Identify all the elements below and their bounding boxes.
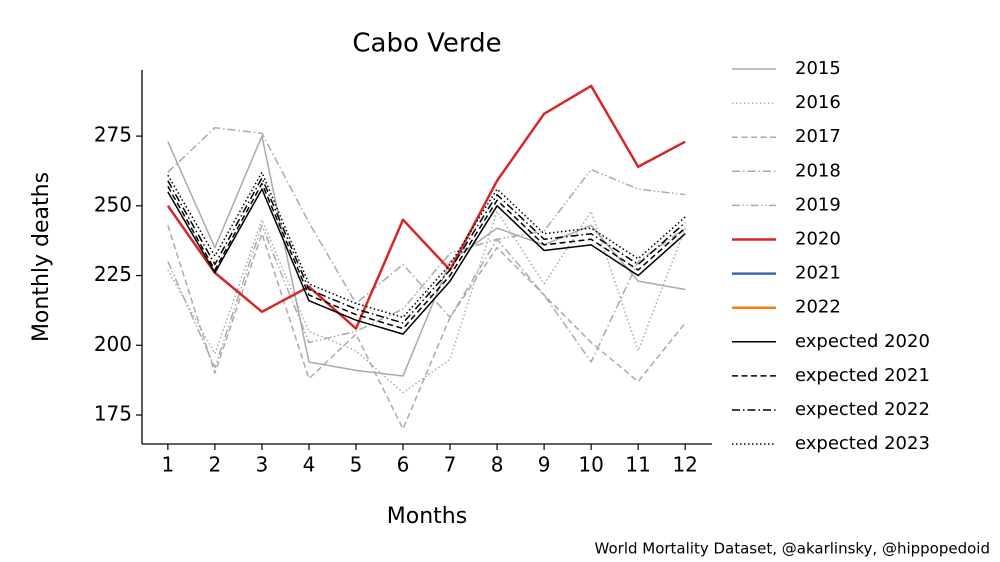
legend-label: expected 2023 xyxy=(795,433,930,454)
series-line xyxy=(167,225,686,430)
legend-label: expected 2022 xyxy=(795,399,930,420)
legend-label: expected 2020 xyxy=(795,331,930,352)
x-tick-label: 2 xyxy=(209,453,222,477)
y-tick-label: 175 xyxy=(94,401,132,425)
series-line xyxy=(166,84,686,330)
legend-label: 2017 xyxy=(795,126,841,147)
x-tick-label: 7 xyxy=(444,453,457,477)
x-tick-label: 4 xyxy=(303,453,316,477)
x-tick-label: 1 xyxy=(161,453,174,477)
x-tick-label: 12 xyxy=(672,453,697,477)
series-line xyxy=(167,188,686,335)
legend-label: 2015 xyxy=(795,58,841,79)
series-line xyxy=(167,168,686,369)
series-line xyxy=(167,135,686,377)
x-axis-label: Months xyxy=(387,504,467,529)
legend-label: 2020 xyxy=(795,229,841,250)
legend-label: 2018 xyxy=(795,160,841,181)
x-tick-label: 5 xyxy=(350,453,363,477)
source-note: World Mortality Dataset, @akarlinsky, @h… xyxy=(595,540,990,558)
legend-label: expected 2021 xyxy=(795,365,930,386)
y-tick-label: 250 xyxy=(94,192,132,216)
x-tick-label: 6 xyxy=(397,453,410,477)
legend-label: 2022 xyxy=(795,297,841,318)
series-line xyxy=(167,126,686,363)
series-line xyxy=(167,182,686,330)
y-axis-label: Monthly deaths xyxy=(29,172,54,342)
series-line xyxy=(167,177,686,324)
x-tick-label: 11 xyxy=(625,453,650,477)
legend-label: 2019 xyxy=(795,194,841,215)
x-tick-label: 8 xyxy=(491,453,504,477)
y-tick-label: 225 xyxy=(94,262,132,286)
chart-title: Cabo Verde xyxy=(352,29,501,59)
y-tick-label: 200 xyxy=(94,332,132,356)
x-tick-label: 3 xyxy=(256,453,269,477)
legend-label: 2021 xyxy=(795,263,841,284)
legend-label: 2016 xyxy=(795,92,841,113)
y-tick-label: 275 xyxy=(94,123,132,147)
x-tick-label: 10 xyxy=(578,453,603,477)
x-tick-label: 9 xyxy=(538,453,551,477)
